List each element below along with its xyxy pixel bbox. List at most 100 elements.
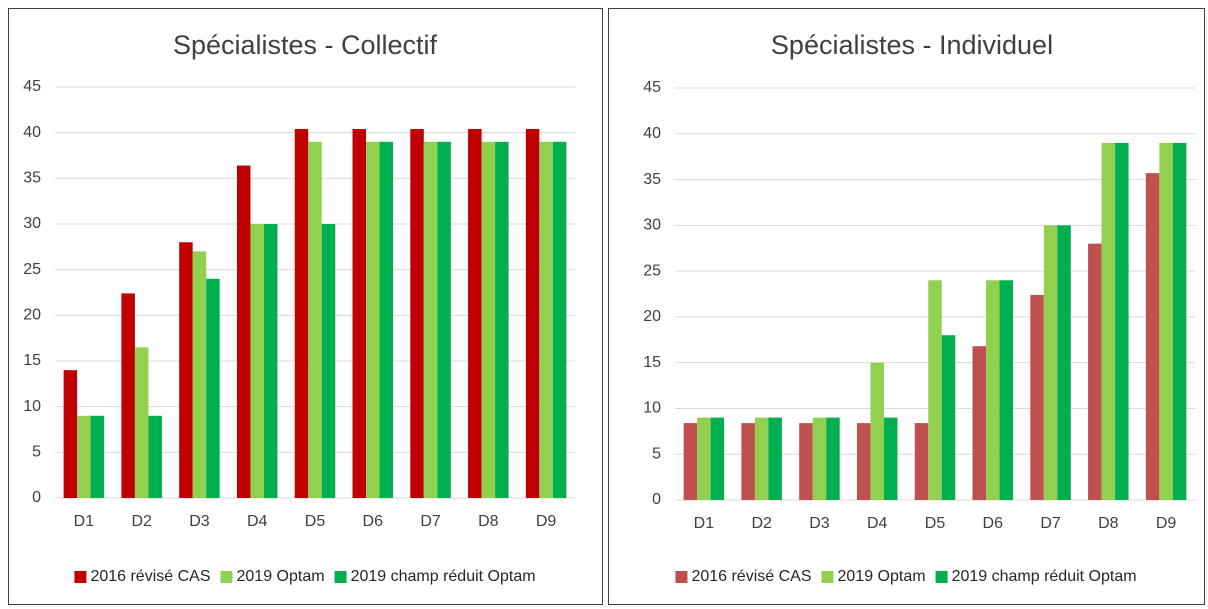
bar bbox=[1159, 142, 1173, 500]
legend-swatch bbox=[935, 571, 948, 583]
x-tick-label: D8 bbox=[478, 513, 499, 530]
x-tick-label: D4 bbox=[867, 515, 888, 532]
bar bbox=[63, 370, 78, 498]
x-tick-label: D2 bbox=[131, 513, 152, 530]
bar bbox=[1115, 142, 1129, 500]
x-tick-label: D6 bbox=[983, 515, 1004, 532]
bar bbox=[710, 417, 725, 500]
chart-title: Spécialistes - Individuel bbox=[771, 30, 1053, 60]
y-tick-label: 0 bbox=[652, 491, 661, 508]
x-tick-label: D5 bbox=[305, 513, 326, 530]
y-tick-label: 15 bbox=[23, 352, 41, 369]
bar bbox=[294, 129, 309, 498]
y-tick-label: 5 bbox=[652, 445, 661, 462]
bar bbox=[799, 423, 813, 500]
x-tick-label: D8 bbox=[1098, 515, 1119, 532]
bar bbox=[552, 141, 567, 499]
y-tick-label: 45 bbox=[643, 79, 661, 96]
bar bbox=[1030, 294, 1044, 500]
legend-swatch bbox=[675, 571, 688, 583]
x-tick-label: D9 bbox=[1156, 515, 1177, 532]
legend-swatch bbox=[220, 571, 233, 583]
y-tick-label: 25 bbox=[643, 262, 661, 279]
bar bbox=[741, 423, 755, 500]
legend-swatch bbox=[821, 571, 834, 583]
bar bbox=[697, 417, 711, 500]
legend-label: 2019 Optam bbox=[237, 568, 325, 585]
y-tick-label: 5 bbox=[32, 444, 41, 461]
bar bbox=[308, 141, 322, 499]
bar bbox=[525, 129, 540, 498]
x-tick-label: D1 bbox=[694, 515, 715, 532]
legend-swatch bbox=[334, 571, 347, 583]
legend-label: 2019 champ réduit Optam bbox=[952, 568, 1137, 585]
bar bbox=[321, 224, 336, 498]
bar bbox=[495, 141, 509, 499]
bar bbox=[812, 417, 827, 500]
bar bbox=[481, 141, 496, 499]
bar bbox=[77, 415, 91, 498]
bar bbox=[437, 141, 451, 499]
bar bbox=[352, 129, 367, 498]
y-tick-label: 20 bbox=[23, 307, 41, 324]
x-tick-label: D4 bbox=[247, 513, 268, 530]
y-tick-label: 30 bbox=[643, 217, 661, 234]
bar bbox=[986, 280, 1000, 500]
bar bbox=[90, 415, 105, 498]
bar bbox=[468, 129, 482, 498]
x-tick-label: D3 bbox=[189, 513, 210, 530]
bar bbox=[1088, 243, 1102, 500]
bar bbox=[1172, 142, 1187, 500]
y-tick-label: 30 bbox=[23, 215, 41, 232]
x-tick-label: D7 bbox=[1040, 515, 1061, 532]
y-tick-label: 10 bbox=[23, 398, 41, 415]
x-tick-label: D2 bbox=[751, 515, 772, 532]
bar bbox=[423, 141, 438, 499]
bar bbox=[870, 362, 884, 500]
bar bbox=[192, 251, 207, 498]
bar bbox=[250, 224, 264, 498]
bar bbox=[883, 417, 898, 500]
y-tick-label: 40 bbox=[643, 125, 661, 142]
chart-title: Spécialistes - Collectif bbox=[173, 30, 438, 60]
legend-label: 2016 révisé CAS bbox=[691, 568, 811, 585]
bar bbox=[379, 141, 394, 499]
y-tick-label: 20 bbox=[643, 308, 661, 325]
bar bbox=[928, 280, 942, 500]
bar bbox=[179, 242, 193, 498]
legend-label: 2019 Optam bbox=[838, 568, 926, 585]
bar bbox=[683, 423, 698, 500]
bar bbox=[134, 347, 149, 498]
x-tick-label: D5 bbox=[925, 515, 946, 532]
bar bbox=[148, 415, 162, 498]
bar bbox=[941, 335, 956, 500]
bar bbox=[121, 293, 135, 498]
bar bbox=[539, 141, 553, 499]
y-tick-label: 25 bbox=[23, 261, 41, 278]
x-tick-label: D3 bbox=[809, 515, 830, 532]
bar bbox=[1057, 225, 1071, 501]
y-tick-label: 10 bbox=[643, 400, 661, 417]
y-tick-label: 40 bbox=[23, 124, 41, 141]
legend-swatch bbox=[74, 571, 87, 583]
y-tick-label: 15 bbox=[643, 354, 661, 371]
y-tick-label: 35 bbox=[23, 170, 41, 187]
x-tick-label: D9 bbox=[536, 513, 557, 530]
bar bbox=[856, 423, 871, 500]
bar bbox=[206, 278, 220, 498]
legend-label: 2016 révisé CAS bbox=[90, 568, 210, 585]
bar bbox=[754, 417, 769, 500]
x-tick-label: D1 bbox=[74, 513, 95, 530]
bar bbox=[236, 165, 251, 498]
bar bbox=[999, 280, 1014, 500]
y-tick-label: 0 bbox=[32, 489, 41, 506]
legend-label: 2019 champ réduit Optam bbox=[351, 568, 536, 585]
bar bbox=[1101, 142, 1116, 500]
bar bbox=[410, 129, 424, 498]
y-tick-label: 45 bbox=[23, 78, 41, 95]
x-tick-label: D7 bbox=[420, 513, 441, 530]
bar bbox=[1043, 225, 1058, 501]
bar bbox=[263, 224, 278, 498]
x-tick-label: D6 bbox=[363, 513, 384, 530]
bar bbox=[972, 346, 987, 500]
